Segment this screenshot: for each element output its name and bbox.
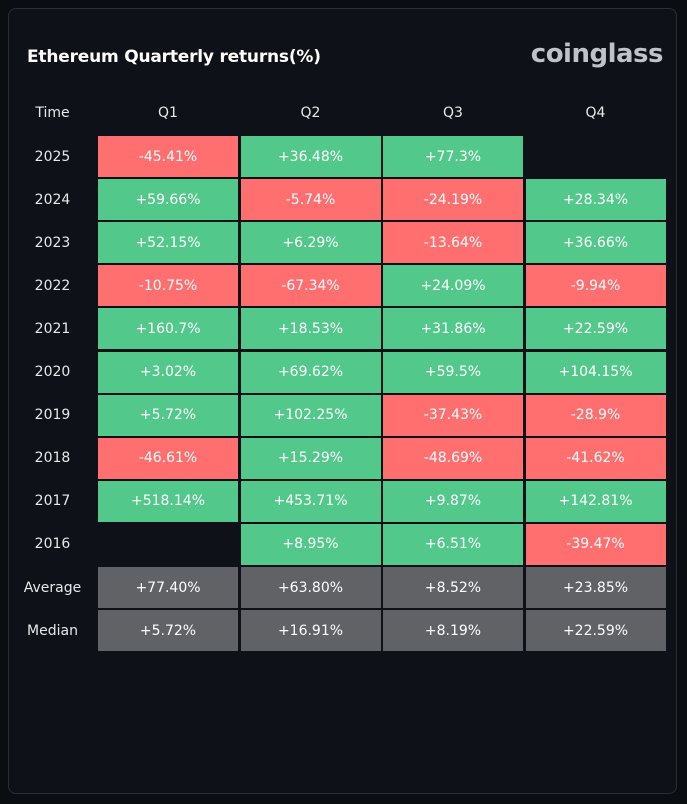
row-label-2023: 2023 (34, 234, 71, 251)
return-cell: -39.47% (525, 523, 666, 565)
return-cell: +63.80% (240, 567, 381, 608)
return-cell: +18.53% (240, 308, 381, 350)
return-cell: -48.69% (383, 437, 523, 479)
return-cell: +8.19% (383, 610, 523, 652)
return-cell: -24.19% (383, 179, 523, 221)
row-label-2020: 2020 (34, 364, 71, 380)
return-cell: +22.59% (525, 610, 666, 652)
col-header-q2: Q2 (300, 105, 321, 121)
row-label-2018: 2018 (34, 450, 71, 467)
return-cell: -37.43% (383, 394, 523, 436)
row-label-2025: 2025 (34, 148, 71, 165)
return-cell: -41.62% (525, 437, 666, 479)
return-cell: +28.34% (525, 179, 666, 221)
return-cell: +104.15% (525, 351, 666, 393)
row-label-2017: 2017 (34, 493, 71, 510)
row-label-2016: 2016 (34, 536, 71, 553)
return-cell: +31.86% (383, 308, 523, 350)
return-cell: +453.71% (240, 480, 381, 522)
return-cell: +23.85% (525, 567, 666, 608)
chart-title: Ethereum Quarterly returns(%) (27, 47, 321, 67)
return-cell: +52.15% (98, 222, 238, 264)
return-cell: +6.51% (383, 523, 523, 565)
row-label-average: Average (23, 579, 82, 596)
return-cell: -13.64% (383, 222, 523, 264)
return-cell: -46.61% (98, 437, 238, 479)
return-cell: +518.14% (98, 480, 238, 522)
row-label-2021: 2021 (34, 320, 71, 337)
return-cell: +5.72% (98, 394, 238, 436)
return-cell: -5.74% (240, 179, 381, 221)
return-cell: +8.95% (240, 523, 381, 565)
return-cell: +16.91% (240, 610, 381, 652)
col-header-q1: Q1 (158, 105, 178, 121)
return-cell: +15.29% (240, 437, 381, 479)
return-cell: +59.5% (383, 351, 523, 393)
col-header-q4: Q4 (585, 105, 606, 121)
return-cell: +59.66% (98, 179, 238, 221)
return-cell: -10.75% (98, 265, 238, 307)
return-cell: +36.66% (525, 222, 666, 264)
return-cell: -45.41% (98, 136, 238, 177)
return-cell: +9.87% (383, 480, 523, 522)
return-cell: +5.72% (98, 610, 238, 652)
return-cell: -67.34% (240, 265, 381, 307)
return-cell: +77.3% (383, 136, 523, 177)
return-cell: +142.81% (525, 480, 666, 522)
col-header-time: Time (35, 105, 70, 121)
col-header-q3: Q3 (443, 105, 463, 121)
return-cell: +3.02% (98, 351, 238, 393)
return-cell: -9.94% (525, 265, 666, 307)
return-cell: +8.52% (383, 567, 523, 608)
return-cell: +77.40% (98, 567, 238, 608)
return-cell: +160.7% (98, 308, 238, 350)
return-cell: +6.29% (240, 222, 381, 264)
row-label-2019: 2019 (34, 407, 71, 424)
return-cell: +102.25% (240, 394, 381, 436)
return-cell: +22.59% (525, 308, 666, 350)
row-label-2024: 2024 (34, 191, 71, 208)
return-cell: +24.09% (383, 265, 523, 307)
return-cell: +69.62% (240, 351, 381, 393)
returns-panel: Ethereum Quarterly returns(%) coinglass … (8, 8, 677, 794)
return-cell: -28.9% (525, 394, 666, 436)
return-cell: +36.48% (240, 136, 381, 177)
coinglass-logo: coinglass (530, 39, 664, 69)
row-label-median: Median (27, 622, 78, 639)
row-label-2022: 2022 (34, 277, 71, 294)
